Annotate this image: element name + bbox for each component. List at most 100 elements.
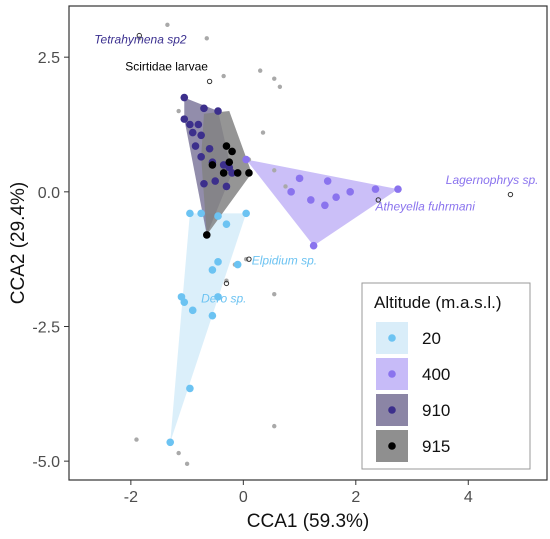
- species-markers: [136, 32, 514, 287]
- point-alt-915: [202, 231, 211, 239]
- point-alt-915: [219, 169, 228, 177]
- point-alt-400: [346, 188, 354, 196]
- point-alt-400: [295, 174, 304, 183]
- legend-title: Altitude (m.a.s.l.): [374, 293, 502, 312]
- point-alt-910: [214, 107, 222, 115]
- gray-point: [272, 423, 277, 429]
- gray-point: [221, 73, 226, 79]
- point-alt-20: [186, 209, 194, 218]
- x-axis-title: CCA1 (59.3%): [247, 511, 370, 532]
- y-tick-label: 2.5: [38, 50, 60, 67]
- species-labels: Tetrahymena sp2 Scirtidae larvae Lagernoph…: [94, 33, 538, 306]
- point-alt-400: [242, 155, 250, 164]
- point-alt-20: [242, 209, 250, 218]
- gray-point: [260, 130, 266, 135]
- gray-point: [272, 168, 277, 173]
- point-alt-20: [222, 220, 231, 228]
- species-marker: [206, 78, 213, 85]
- species-label: Elpidium sp.: [252, 254, 317, 268]
- point-alt-910: [180, 93, 189, 102]
- gray-point: [283, 184, 288, 189]
- species-label: Atheyella fuhrmani: [374, 200, 475, 214]
- point-alt-910: [211, 177, 220, 185]
- point-alt-20: [214, 258, 222, 266]
- point-alt-20: [166, 438, 175, 447]
- point-alt-910: [194, 120, 203, 129]
- point-alt-915: [208, 161, 217, 169]
- gray-point: [272, 291, 277, 297]
- hull-400: [246, 159, 398, 246]
- gray-point: [176, 450, 181, 456]
- point-alt-20: [186, 384, 194, 393]
- point-alt-910: [188, 128, 197, 137]
- point-alt-20: [197, 209, 205, 218]
- species-label: Dero sp.: [201, 291, 246, 305]
- point-alt-20: [177, 293, 186, 301]
- gray-point: [204, 36, 209, 41]
- point-alt-400: [321, 201, 329, 210]
- legend-dot-915: [388, 442, 396, 450]
- x-tick-label: -2: [124, 489, 138, 506]
- point-alt-910: [191, 142, 200, 150]
- point-alt-20: [208, 266, 217, 274]
- x-tick-label: 2: [351, 489, 360, 506]
- point-alt-910: [186, 120, 194, 129]
- point-alt-400: [323, 177, 332, 185]
- point-alt-910: [205, 144, 214, 153]
- point-alt-910: [219, 161, 228, 169]
- legend-dot-910: [388, 406, 396, 414]
- legend-label-915: 915: [422, 437, 450, 456]
- point-alt-910: [200, 104, 208, 113]
- y-axis: 2.5 0.0 -2.5 -5.0: [32, 50, 69, 471]
- gray-point: [134, 437, 139, 442]
- point-alt-910: [197, 131, 205, 140]
- point-alt-910: [200, 179, 208, 188]
- point-alt-20: [233, 260, 242, 269]
- legend: Altitude (m.a.s.l.) 20 400 910 915: [361, 282, 531, 470]
- species-marker: [507, 191, 514, 198]
- legend-dot-400: [388, 370, 396, 378]
- point-alt-400: [371, 185, 380, 193]
- legend-label-910: 910: [422, 401, 450, 420]
- species-label: Scirtidae larvae: [125, 60, 208, 74]
- gray-point: [176, 108, 181, 114]
- point-alt-400: [332, 193, 340, 202]
- x-tick-label: 4: [464, 489, 473, 506]
- point-alt-910: [228, 169, 236, 177]
- point-alt-910: [197, 153, 205, 161]
- point-alt-20: [208, 311, 217, 320]
- hull-20: [170, 213, 247, 443]
- species-marker: [136, 32, 142, 39]
- point-alt-400: [309, 241, 318, 250]
- point-alt-915: [228, 147, 236, 156]
- species-marker: [375, 197, 381, 203]
- species-label: Tetrahymena sp2: [94, 33, 187, 47]
- point-alt-915: [222, 142, 231, 150]
- gray-point: [277, 84, 283, 89]
- gray-point: [272, 76, 277, 81]
- point-alt-915: [225, 158, 234, 167]
- point-alt-915: [245, 169, 253, 177]
- point-alt-400: [307, 196, 315, 204]
- x-tick-label: 0: [239, 489, 248, 506]
- point-alt-400: [287, 188, 295, 196]
- y-axis-title: CCA2 (29.4%): [8, 182, 29, 305]
- legend-items: 20 400 910 915: [376, 322, 450, 462]
- y-tick-label: 0.0: [38, 185, 60, 202]
- gray-point: [165, 22, 170, 28]
- species-marker: [246, 256, 252, 262]
- point-alt-400: [394, 185, 402, 193]
- species-label: Lagernophrys sp.: [446, 173, 539, 187]
- point-alt-20: [214, 212, 222, 220]
- y-tick-label: -2.5: [32, 319, 60, 336]
- x-axis: -2 0 2 4: [124, 480, 473, 506]
- point-alt-20: [214, 293, 222, 301]
- legend-label-20: 20: [422, 329, 441, 348]
- gray-point: [184, 461, 190, 467]
- point-alt-915: [233, 169, 242, 177]
- y-tick-label: -5.0: [32, 454, 60, 471]
- point-alt-910: [222, 182, 231, 191]
- site-points: [166, 93, 402, 447]
- species-marker: [223, 280, 230, 287]
